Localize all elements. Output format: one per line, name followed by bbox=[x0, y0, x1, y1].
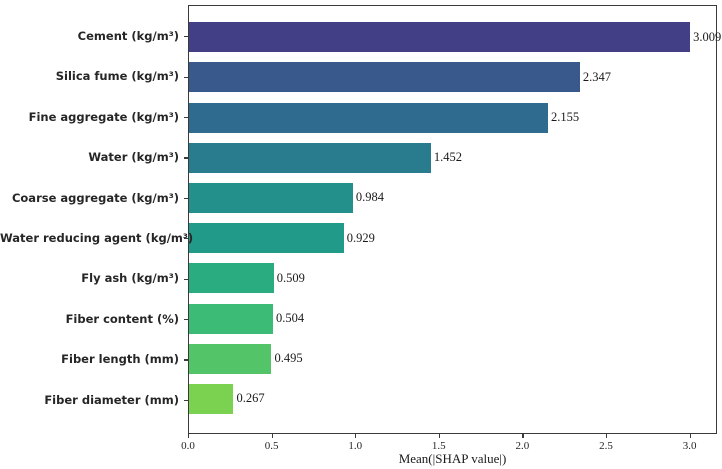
bar bbox=[189, 343, 272, 374]
bar-value-label: 0.929 bbox=[346, 230, 375, 245]
x-tick-label: 1.5 bbox=[431, 440, 446, 452]
bar-row: 2.155 bbox=[189, 97, 716, 137]
bar bbox=[189, 303, 273, 334]
y-tick bbox=[184, 76, 188, 78]
x-tick-label: 0.0 bbox=[181, 440, 195, 452]
bar bbox=[189, 62, 580, 93]
y-tick bbox=[184, 278, 188, 280]
category-label: Fiber length (mm) bbox=[61, 352, 179, 367]
x-axis-title: Mean(|SHAP value|) bbox=[398, 451, 507, 466]
category-label: Fly ash (kg/m³) bbox=[81, 271, 179, 286]
bar bbox=[189, 22, 691, 53]
x-tick-label: 1.0 bbox=[348, 440, 363, 452]
bar bbox=[189, 142, 431, 173]
y-tick bbox=[184, 399, 188, 401]
y-tick bbox=[184, 117, 188, 119]
bar bbox=[189, 383, 234, 414]
bar-row: 3.009 bbox=[189, 17, 721, 57]
y-tick bbox=[184, 359, 188, 361]
x-tick bbox=[188, 434, 190, 438]
category-label: Silica fume (kg/m³) bbox=[55, 69, 179, 84]
bar-value-label: 0.504 bbox=[275, 311, 305, 326]
x-tick bbox=[271, 434, 273, 438]
x-tick-label: 3.0 bbox=[682, 440, 697, 452]
x-tick-label: 2.5 bbox=[599, 440, 613, 452]
bar-row: 2.347 bbox=[189, 57, 716, 97]
x-tick-label: 2.0 bbox=[515, 440, 530, 452]
x-tick-label: 0.5 bbox=[264, 440, 279, 452]
category-label: Cement (kg/m³) bbox=[77, 29, 179, 43]
category-label: Fine aggregate (kg/m³) bbox=[28, 109, 179, 124]
category-label: Fiber diameter (mm) bbox=[44, 392, 179, 407]
bar bbox=[189, 182, 353, 213]
bar bbox=[189, 263, 274, 294]
bars-container: 3.009 2.347 2.155 1.452 0.984 0.929 0.509 0.504… bbox=[189, 6, 721, 433]
category-label: Water reducing agent (kg/m³) bbox=[0, 231, 194, 245]
x-tick bbox=[605, 434, 608, 438]
plot-area: 3.009 2.347 2.155 1.452 0.984 0.929 0.509 0.504… bbox=[188, 5, 721, 434]
bar-value-label: 0.509 bbox=[276, 270, 305, 285]
x-tick bbox=[689, 434, 691, 438]
bar-value-label: 0.495 bbox=[274, 351, 303, 366]
bar-value-label: 0.984 bbox=[355, 190, 385, 205]
x-tick bbox=[438, 434, 440, 438]
bar bbox=[189, 223, 344, 254]
y-tick bbox=[184, 197, 188, 199]
bar-value-label: 3.009 bbox=[693, 29, 722, 44]
bar-value-label: 1.452 bbox=[433, 150, 462, 165]
bar-value-label: 2.155 bbox=[550, 110, 580, 124]
bar-row: 0.984 bbox=[189, 178, 716, 218]
x-tick bbox=[355, 434, 357, 438]
category-label: Water (kg/m³) bbox=[88, 150, 179, 165]
bar-row: 0.504 bbox=[189, 298, 716, 338]
category-label: Fiber content (%) bbox=[65, 311, 179, 326]
bar-row: 0.495 bbox=[189, 339, 716, 379]
bar-row: 1.452 bbox=[189, 138, 716, 178]
bar-row: 0.509 bbox=[189, 258, 716, 298]
bar bbox=[189, 102, 548, 133]
bar-value-label: 2.347 bbox=[582, 69, 612, 84]
category-label: Coarse aggregate (kg/m³) bbox=[11, 190, 179, 205]
x-tick bbox=[522, 434, 524, 438]
y-tick bbox=[184, 238, 188, 240]
bar-row: 0.929 bbox=[189, 218, 716, 258]
bar-value-label: 0.267 bbox=[236, 391, 265, 406]
bar-row: 0.267 bbox=[189, 379, 716, 419]
y-tick bbox=[184, 36, 188, 38]
y-tick bbox=[184, 319, 188, 321]
y-tick bbox=[184, 157, 188, 159]
